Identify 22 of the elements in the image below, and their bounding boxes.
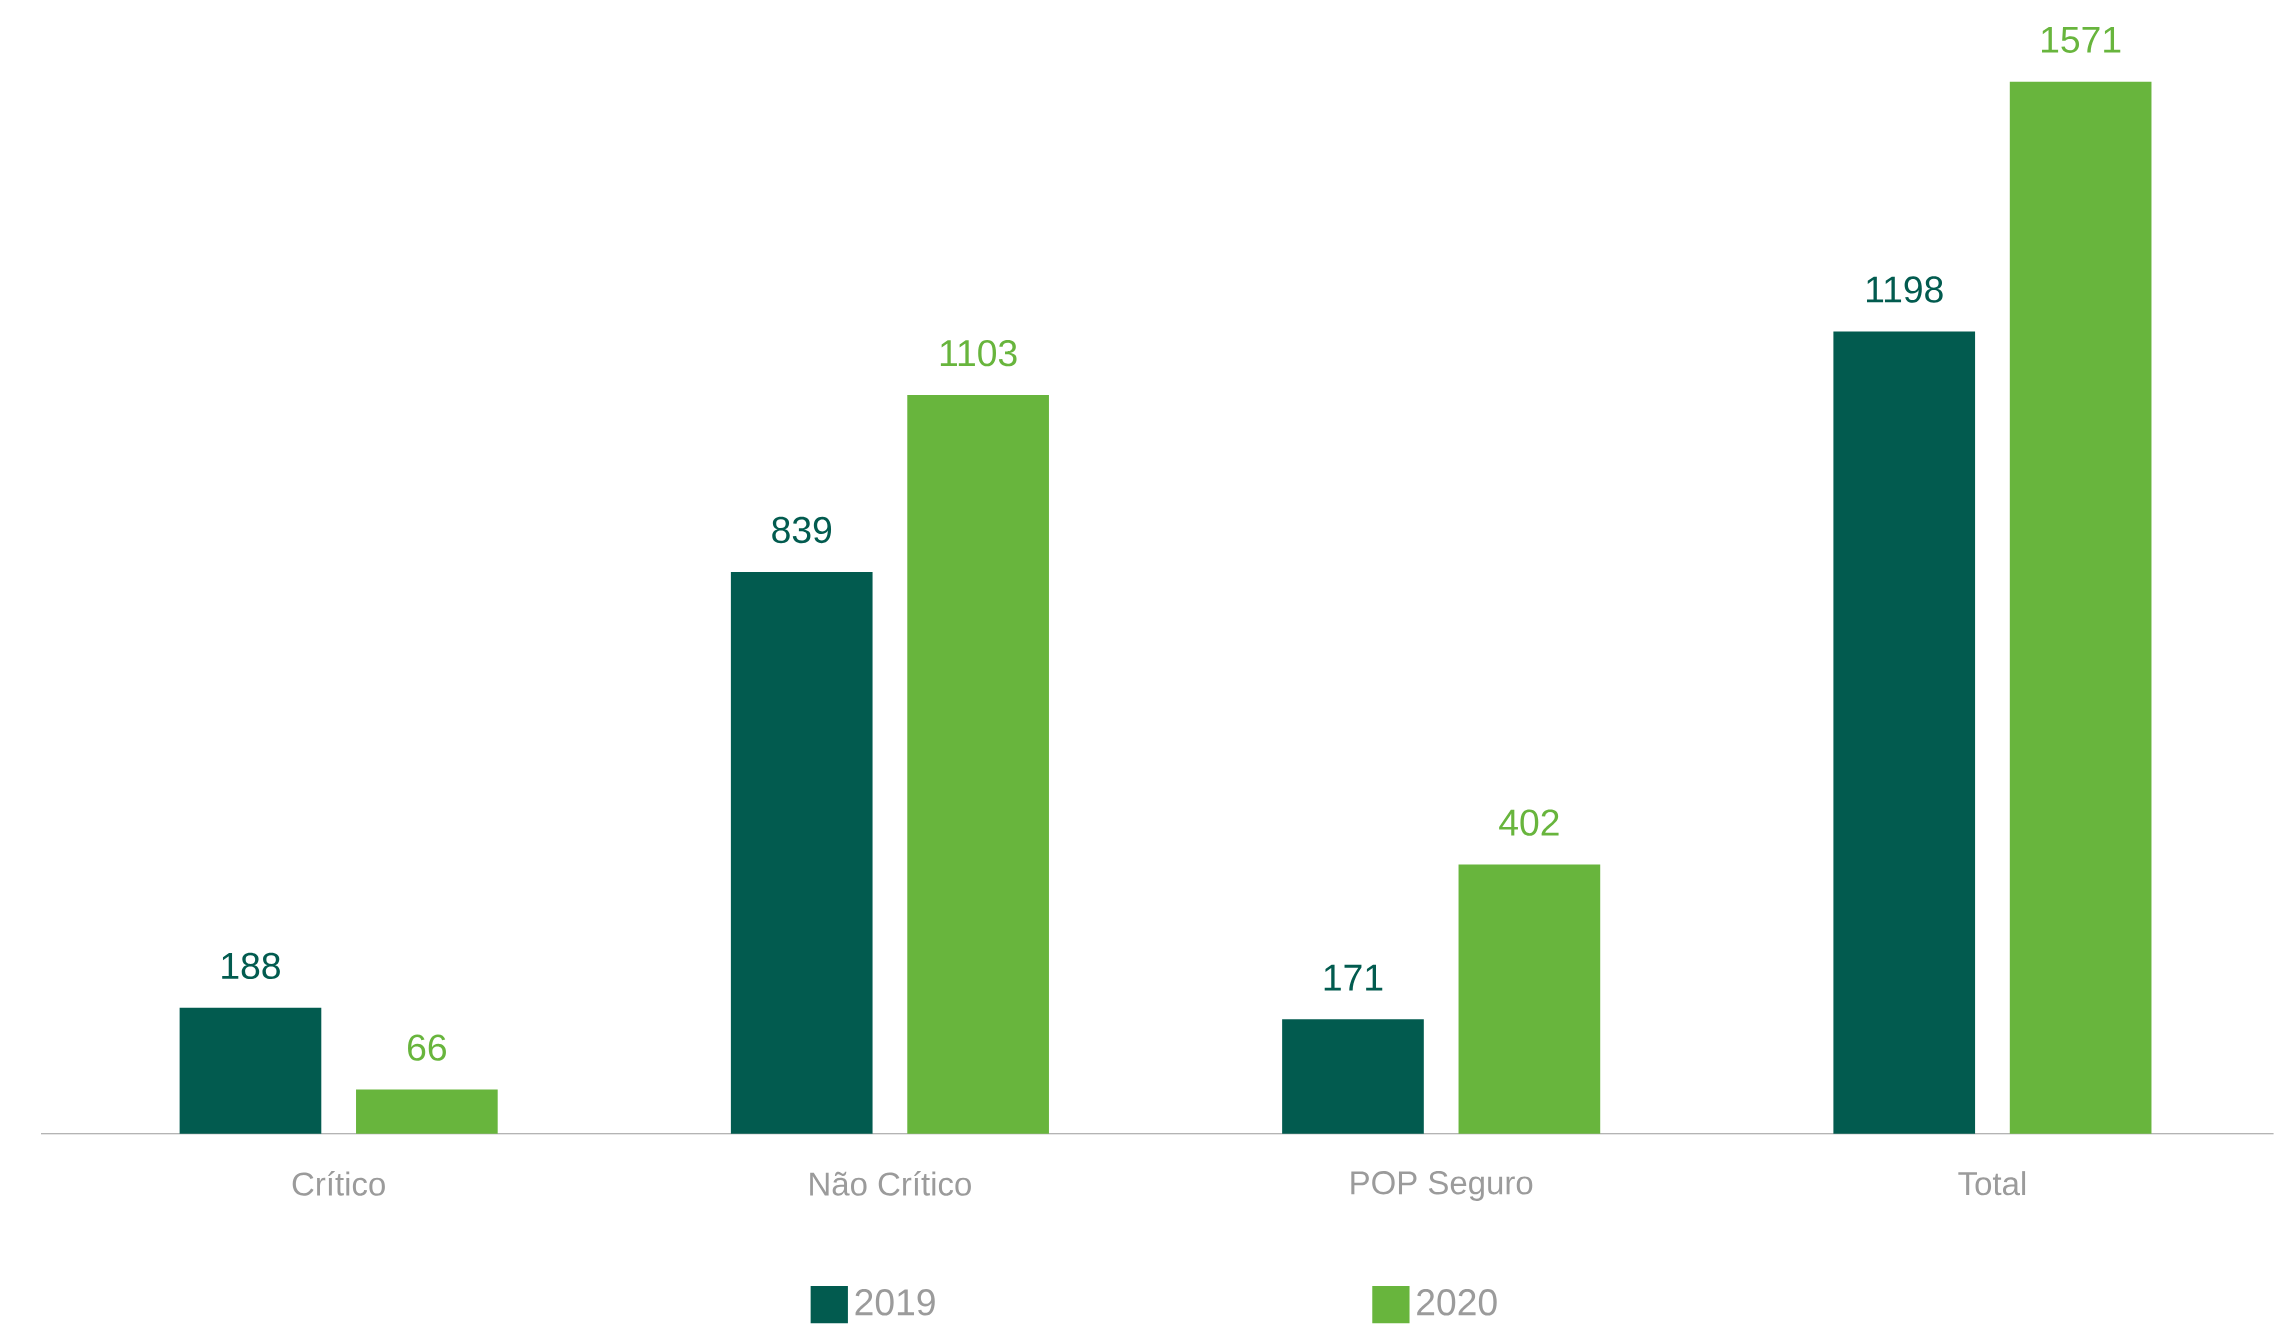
bar (356, 1089, 498, 1134)
bar (1833, 331, 1976, 1134)
data-label: 188 (222, 952, 280, 980)
x-tick-label: Não Crítico (810, 1171, 971, 1196)
bar (1282, 1019, 1424, 1134)
data-label: 402 (1499, 809, 1559, 836)
x-tick-label: POP Seguro (1351, 1171, 1533, 1202)
x-tick-label: Total (1958, 1171, 2026, 1196)
data-label: 1198 (1867, 276, 1943, 303)
bar (1458, 864, 1601, 1134)
x-tick-label: Crítico (292, 1171, 385, 1196)
data-label: 1103 (940, 340, 1017, 367)
bar (907, 395, 1049, 1134)
data-label: 839 (772, 516, 832, 544)
legend-label: 2019 (855, 1289, 935, 1316)
bar (730, 572, 873, 1134)
legend-label: 2020 (1417, 1289, 1497, 1316)
data-label: 66 (408, 1034, 446, 1061)
bar (179, 1008, 322, 1134)
data-label: 171 (1324, 965, 1383, 991)
bar (2009, 81, 2152, 1134)
data-label: 1571 (2042, 27, 2121, 54)
